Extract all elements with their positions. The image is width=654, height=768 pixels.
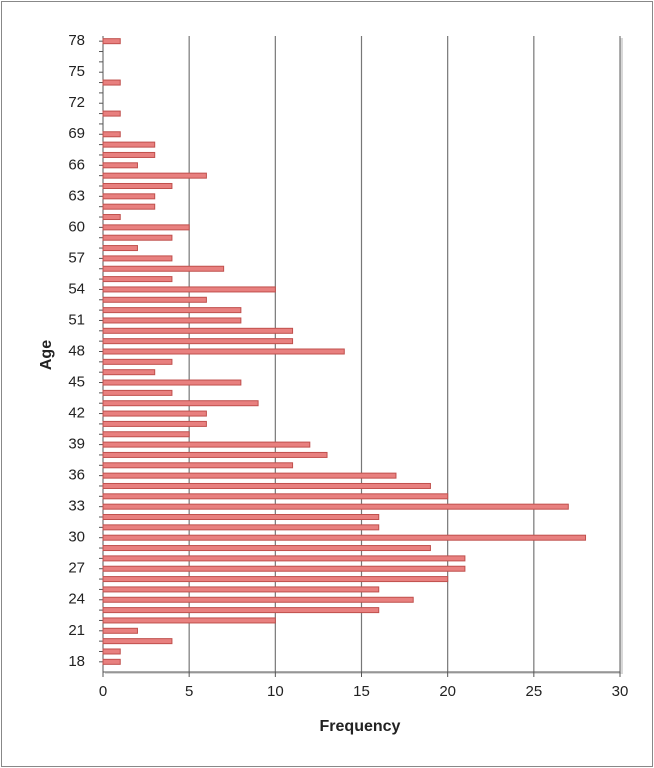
x-tick-label: 20 xyxy=(439,683,456,700)
y-axis-title: Age xyxy=(38,340,55,370)
bar xyxy=(102,276,173,283)
y-tick-label: 21 xyxy=(68,622,85,639)
y-tick-label: 57 xyxy=(68,249,85,266)
bar xyxy=(102,576,449,583)
y-tick-label: 27 xyxy=(68,560,85,577)
bar xyxy=(102,410,207,417)
bar xyxy=(102,286,276,293)
bar xyxy=(102,524,380,531)
y-tick-label: 18 xyxy=(68,653,85,670)
bar xyxy=(102,193,156,200)
bar xyxy=(102,234,173,241)
bar xyxy=(102,369,156,376)
bar xyxy=(102,586,380,593)
bar xyxy=(102,151,156,158)
bar xyxy=(102,348,345,355)
bar xyxy=(102,172,207,179)
bar xyxy=(102,338,294,345)
bar xyxy=(102,389,173,396)
y-tick-label: 69 xyxy=(68,125,85,142)
bar xyxy=(102,358,173,365)
bar xyxy=(102,420,207,427)
bar xyxy=(102,255,173,262)
y-tick-label: 39 xyxy=(68,436,85,453)
bar xyxy=(102,638,173,645)
bar xyxy=(102,79,121,86)
bar xyxy=(102,451,328,458)
y-tick-label: 60 xyxy=(68,218,85,235)
bar xyxy=(102,627,138,634)
bar xyxy=(102,617,276,624)
bar xyxy=(102,110,121,117)
bar xyxy=(102,534,587,541)
y-tick-label: 45 xyxy=(68,374,85,391)
y-tick-label: 78 xyxy=(68,32,85,49)
bar xyxy=(102,441,311,448)
bar xyxy=(102,38,121,45)
bar xyxy=(102,462,294,469)
x-tick-label: 5 xyxy=(185,683,193,700)
bar xyxy=(102,327,294,334)
y-tick-label: 72 xyxy=(68,94,85,111)
y-tick-label: 30 xyxy=(68,529,85,546)
bar xyxy=(102,317,242,324)
bar xyxy=(102,514,380,521)
y-tick-label: 42 xyxy=(68,405,85,422)
y-tick-label: 75 xyxy=(68,63,85,80)
x-tick-label: 10 xyxy=(267,683,284,700)
bar xyxy=(102,141,156,148)
y-tick-label: 54 xyxy=(68,280,85,297)
x-tick-label: 30 xyxy=(612,683,629,700)
bar xyxy=(102,658,121,665)
bar xyxy=(102,607,380,614)
x-tick-label: 0 xyxy=(99,683,107,700)
bar xyxy=(102,482,431,489)
bar xyxy=(102,224,190,231)
bar xyxy=(102,400,259,407)
bar xyxy=(102,131,121,138)
bar xyxy=(102,648,121,655)
bar xyxy=(102,555,466,562)
bar xyxy=(102,472,397,479)
bar xyxy=(102,307,242,314)
y-tick-label: 48 xyxy=(68,342,85,359)
y-tick-label: 24 xyxy=(68,591,85,608)
bar xyxy=(102,214,121,221)
x-tick-label: 15 xyxy=(353,683,370,700)
bar xyxy=(102,379,242,386)
bar xyxy=(102,203,156,210)
x-axis-title: Frequency xyxy=(320,718,401,735)
bar xyxy=(102,296,207,303)
bar xyxy=(102,565,466,572)
x-tick-label: 25 xyxy=(525,683,542,700)
bar xyxy=(102,182,173,189)
bar xyxy=(102,596,414,603)
y-tick-label: 51 xyxy=(68,311,85,328)
bar xyxy=(102,493,449,500)
bar xyxy=(102,503,569,510)
y-tick-label: 33 xyxy=(68,498,85,515)
bar xyxy=(102,162,138,169)
bar xyxy=(102,545,431,552)
y-tick-label: 66 xyxy=(68,156,85,173)
bar xyxy=(102,431,190,438)
y-tick-label: 63 xyxy=(68,187,85,204)
bar xyxy=(102,265,225,272)
bar xyxy=(102,245,138,252)
y-tick-label: 36 xyxy=(68,467,85,484)
